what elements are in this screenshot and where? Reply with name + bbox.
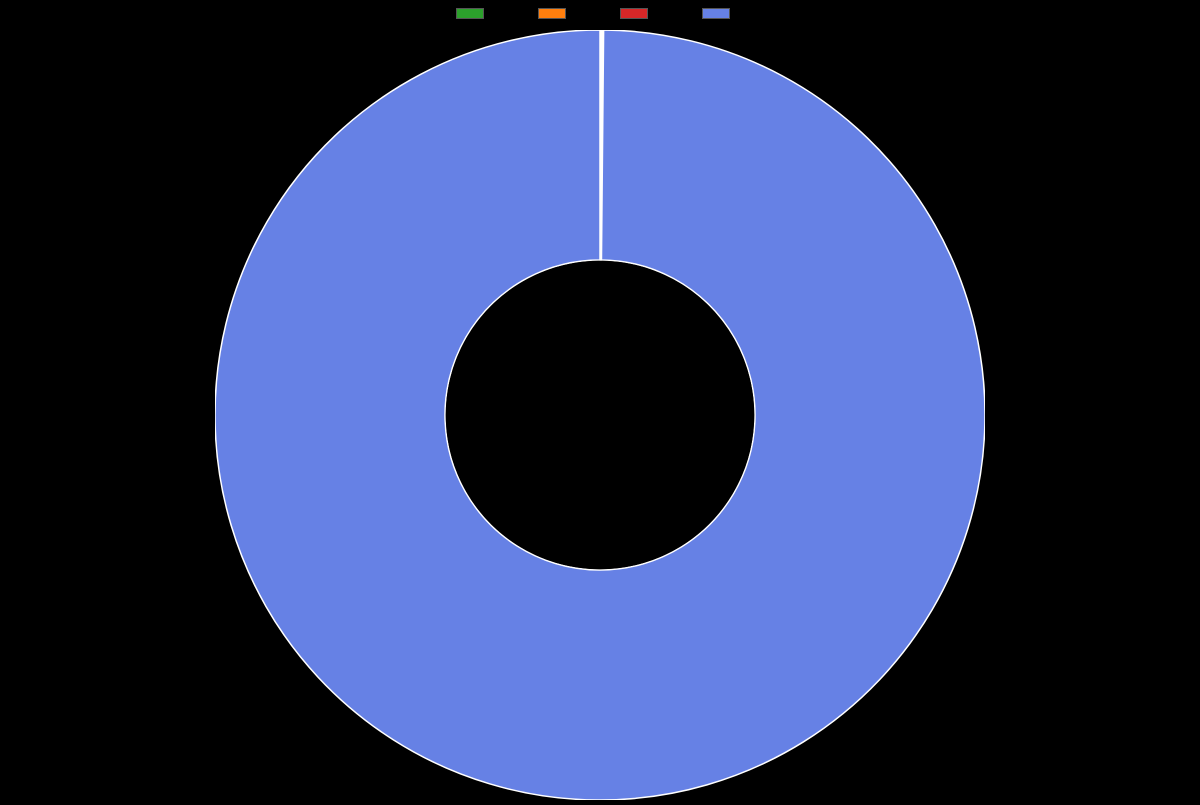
legend-swatch-2 [620, 8, 648, 19]
legend-item-0 [456, 8, 498, 19]
chart-legend [456, 8, 744, 19]
legend-item-2 [620, 8, 662, 19]
donut-svg [215, 30, 985, 800]
donut-chart [215, 30, 985, 800]
legend-swatch-3 [702, 8, 730, 19]
legend-swatch-1 [538, 8, 566, 19]
legend-swatch-0 [456, 8, 484, 19]
legend-item-3 [702, 8, 744, 19]
donut-hole [446, 261, 755, 570]
legend-item-1 [538, 8, 580, 19]
